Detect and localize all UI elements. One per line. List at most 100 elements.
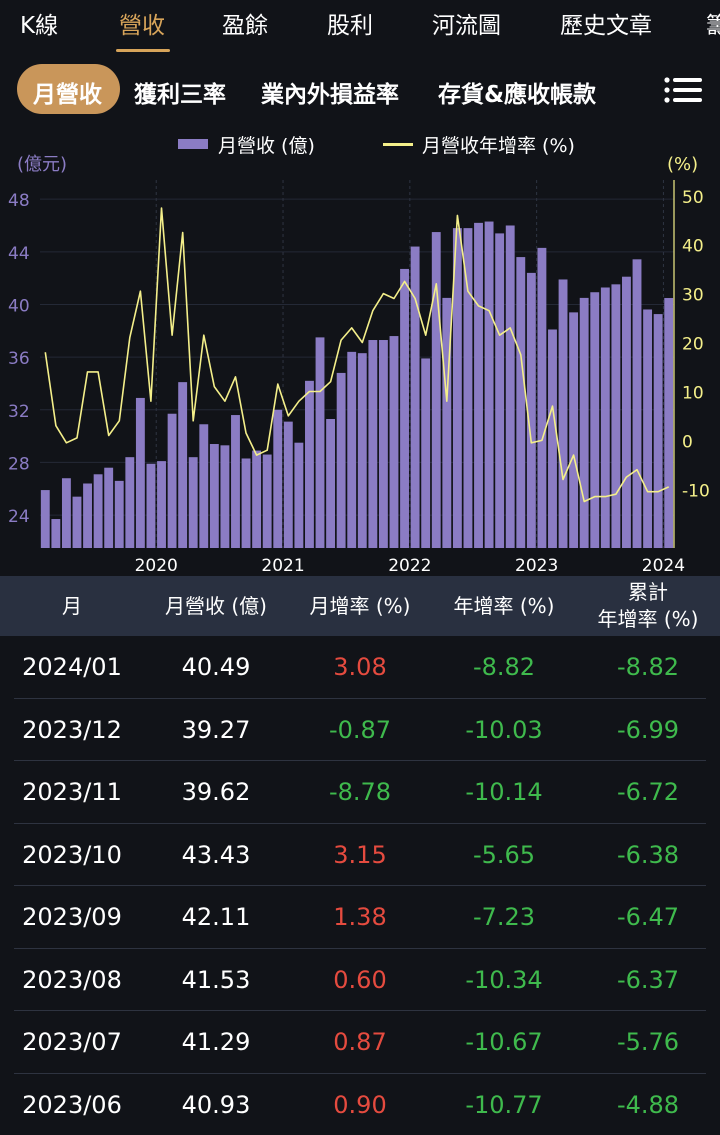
tab-k-line[interactable]: K線 [20, 13, 59, 39]
revenue-bar[interactable] [336, 372, 346, 548]
revenue-bar[interactable] [558, 279, 568, 548]
right-tick-label: 40 [682, 237, 704, 257]
legend-line-label[interactable]: 月營收年增率 (%) [422, 135, 575, 157]
revenue-bar[interactable] [135, 397, 145, 548]
revenue-bar[interactable] [569, 312, 579, 548]
table-row[interactable]: 2023/06 40.93 0.90 -10.77 -4.88 [0, 1074, 720, 1135]
revenue-bar[interactable] [283, 421, 293, 548]
subtab-monthly-revenue[interactable]: 月營收 [33, 82, 102, 108]
revenue-bar[interactable] [326, 418, 336, 548]
legend-bar-label[interactable]: 月營收 (億) [218, 135, 315, 157]
subtab-inventory-receivables[interactable]: 存貨&應收帳款 [438, 82, 597, 108]
revenue-bar[interactable] [410, 246, 420, 548]
table-row[interactable]: 2023/09 42.11 1.38 -7.23 -6.47 [0, 886, 720, 949]
revenue-bar[interactable] [368, 340, 378, 548]
revenue-bar[interactable] [611, 284, 621, 548]
revenue-bar[interactable] [516, 257, 526, 548]
revenue-bar[interactable] [40, 490, 50, 548]
cell-mom: 0.60 [333, 965, 387, 994]
revenue-bar[interactable] [104, 467, 114, 548]
header-cum-yoy: 累計 年增率 (%) [597, 580, 699, 631]
table-row[interactable]: 2023/11 39.62 -8.78 -10.14 -6.72 [0, 761, 720, 824]
revenue-bar[interactable] [157, 461, 166, 548]
revenue-bar[interactable] [474, 222, 483, 548]
revenue-bar[interactable] [61, 478, 71, 548]
tab-revenue[interactable]: 營收 [119, 13, 165, 39]
revenue-bar[interactable] [51, 519, 61, 548]
revenue-bar[interactable] [505, 225, 515, 548]
revenue-bar[interactable] [389, 336, 399, 548]
cell-month: 2023/12 [22, 715, 122, 744]
revenue-bar[interactable] [252, 450, 262, 548]
revenue-bar[interactable] [178, 382, 188, 548]
revenue-bar[interactable] [484, 221, 494, 548]
revenue-bar[interactable] [431, 232, 441, 548]
subtab-operating-ratio[interactable]: 業內外損益率 [261, 82, 399, 108]
revenue-bar[interactable] [209, 444, 219, 548]
table-row[interactable]: 2023/10 43.43 3.15 -5.65 -6.38 [0, 824, 720, 886]
table-row[interactable]: 2023/07 41.29 0.87 -10.67 -5.76 [0, 1011, 720, 1074]
revenue-bar[interactable] [72, 496, 82, 548]
revenue-bar[interactable] [114, 480, 124, 548]
revenue-bar[interactable] [188, 457, 198, 548]
cell-month: 2023/08 [22, 965, 122, 994]
right-tick-label: 30 [682, 286, 704, 306]
revenue-bar[interactable] [231, 415, 240, 548]
revenue-bar[interactable] [294, 442, 304, 548]
revenue-bar[interactable] [146, 463, 156, 548]
cell-cum-yoy: -4.88 [616, 1090, 680, 1119]
tab-river-chart[interactable]: 河流圖 [432, 13, 501, 39]
revenue-bar[interactable] [125, 457, 135, 548]
cell-revenue: 40.49 [181, 653, 251, 681]
cell-month: 2023/11 [22, 778, 122, 806]
revenue-bar[interactable] [167, 413, 177, 548]
revenue-bar[interactable] [495, 233, 505, 548]
revenue-bar[interactable] [199, 424, 209, 548]
revenue-bar[interactable] [526, 272, 536, 548]
revenue-bar[interactable] [463, 228, 473, 548]
x-tick-label: 2021 [261, 556, 304, 576]
revenue-bar[interactable] [632, 259, 642, 548]
revenue-bar[interactable] [273, 409, 283, 548]
revenue-bar[interactable] [220, 445, 230, 548]
revenue-bar[interactable] [653, 314, 663, 548]
x-tick-label: 2020 [135, 556, 178, 576]
sub-tab-bar: 月營收 獲利三率 業內外損益率 存貨&應收帳款 [0, 64, 720, 116]
revenue-bar[interactable] [400, 268, 409, 548]
revenue-bar[interactable] [93, 474, 103, 548]
left-tick-label: 48 [8, 191, 30, 211]
revenue-bar[interactable] [421, 358, 431, 548]
revenue-bar[interactable] [664, 298, 674, 548]
tab-chips[interactable]: 籌 [706, 13, 720, 39]
revenue-bar[interactable] [262, 454, 272, 548]
revenue-bar[interactable] [590, 292, 600, 548]
cell-cum-yoy: -6.99 [616, 715, 680, 744]
subtab-profit-ratios[interactable]: 獲利三率 [134, 82, 226, 108]
revenue-bar[interactable] [452, 228, 462, 548]
menu-icon[interactable] [664, 77, 702, 103]
revenue-bar[interactable] [548, 329, 557, 548]
revenue-bar[interactable] [579, 297, 589, 548]
revenue-bar[interactable] [83, 483, 92, 548]
revenue-bar[interactable] [315, 337, 325, 548]
tab-history-articles[interactable]: 歷史文章 [560, 13, 652, 39]
revenue-bar[interactable] [643, 309, 653, 548]
table-row[interactable]: 2023/08 41.53 0.60 -10.34 -6.37 [0, 949, 720, 1011]
table-row[interactable]: 2024/01 40.49 3.08 -8.82 -8.82 [0, 636, 720, 699]
table-row[interactable]: 2023/12 39.27 -0.87 -10.03 -6.99 [0, 699, 720, 761]
revenue-bar[interactable] [622, 276, 631, 548]
revenue-bar[interactable] [305, 380, 314, 548]
tab-dividend[interactable]: 股利 [327, 13, 373, 39]
cell-revenue: 40.93 [181, 1090, 251, 1119]
legend-line-swatch [383, 143, 413, 146]
revenue-bar[interactable] [600, 287, 610, 548]
cell-month: 2023/07 [22, 1028, 122, 1056]
revenue-bar[interactable] [357, 353, 367, 548]
revenue-bar[interactable] [442, 297, 452, 548]
revenue-bar[interactable] [378, 340, 388, 548]
revenue-bar[interactable] [241, 458, 251, 548]
tab-earnings[interactable]: 盈餘 [222, 13, 268, 39]
revenue-bar[interactable] [347, 351, 357, 548]
revenue-bar[interactable] [537, 247, 547, 548]
cell-month: 2023/10 [22, 840, 122, 869]
